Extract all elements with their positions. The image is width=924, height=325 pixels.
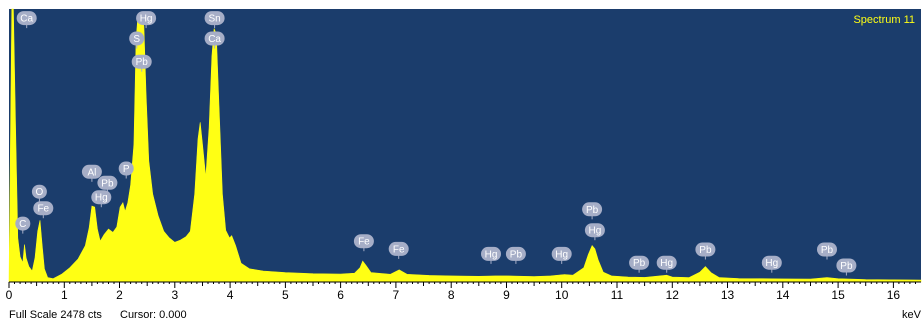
- spectrum-area: [8, 8, 922, 283]
- peak-label-pb: Pb: [817, 242, 837, 260]
- svg-text:Hg: Hg: [660, 258, 673, 269]
- svg-text:Pb: Pb: [510, 249, 523, 260]
- peak-label-p: P: [118, 161, 134, 179]
- x-tick-label: 16: [887, 288, 901, 302]
- svg-text:Ca: Ca: [20, 14, 33, 25]
- svg-text:P: P: [123, 164, 130, 175]
- peak-label-pb: Pb: [695, 242, 716, 260]
- chart-title: Spectrum 11: [853, 14, 915, 26]
- peak-label-pb: Pb: [629, 255, 650, 273]
- peak-label-c: C: [15, 216, 31, 234]
- x-tick-label: 2: [116, 288, 123, 302]
- svg-text:Pb: Pb: [136, 57, 149, 68]
- svg-text:Pb: Pb: [633, 258, 646, 269]
- peak-label-pb: Pb: [131, 54, 152, 72]
- peak-label-hg: Hg: [91, 190, 112, 208]
- x-tick-label: 4: [227, 288, 234, 302]
- peak-label-pb: Pb: [582, 202, 603, 220]
- x-tick-label: 3: [171, 288, 178, 302]
- svg-text:O: O: [36, 187, 44, 198]
- x-tick-label: 5: [282, 288, 289, 302]
- peak-label-ca: Ca: [16, 11, 37, 29]
- svg-text:Ca: Ca: [208, 34, 221, 45]
- svg-text:Pb: Pb: [821, 245, 834, 256]
- svg-text:Pb: Pb: [840, 261, 853, 272]
- x-tick-label: 15: [831, 288, 845, 302]
- svg-text:Pb: Pb: [699, 245, 712, 256]
- svg-text:Hg: Hg: [95, 193, 108, 204]
- x-tick-label: 7: [393, 288, 400, 302]
- svg-text:Hg: Hg: [485, 249, 498, 260]
- peak-label-ca: Ca: [204, 31, 225, 49]
- svg-text:Hg: Hg: [765, 258, 778, 269]
- peak-label-hg: Hg: [584, 223, 605, 241]
- x-tick-label: 14: [776, 288, 790, 302]
- full-scale-readout: Full Scale 2478 cts: [9, 309, 102, 321]
- peak-label-sn: Sn: [204, 11, 225, 29]
- svg-text:Al: Al: [87, 167, 96, 178]
- peak-label-fe: Fe: [353, 234, 374, 252]
- x-axis-unit-label: keV: [902, 309, 922, 321]
- x-tick-label: 11: [611, 288, 624, 302]
- x-tick-label: 12: [666, 288, 680, 302]
- svg-text:Hg: Hg: [555, 249, 568, 260]
- peak-label-hg: Hg: [551, 246, 572, 264]
- peak-label-al: Al: [81, 164, 102, 182]
- x-tick-label: 10: [555, 288, 569, 302]
- peak-label-fe: Fe: [388, 241, 409, 259]
- x-tick-label: 6: [337, 288, 344, 302]
- svg-text:Sn: Sn: [208, 14, 220, 25]
- x-tick-label: 1: [61, 288, 68, 302]
- peak-label-pb: Pb: [836, 258, 857, 276]
- svg-text:Pb: Pb: [586, 205, 599, 216]
- svg-text:Fe: Fe: [37, 204, 49, 215]
- peak-label-fe: Fe: [33, 201, 54, 219]
- svg-text:S: S: [133, 34, 140, 45]
- peak-label-pb: Pb: [505, 246, 526, 264]
- svg-text:Hg: Hg: [589, 226, 602, 237]
- svg-text:C: C: [19, 219, 26, 230]
- svg-text:Fe: Fe: [358, 237, 370, 248]
- x-tick-label: 8: [448, 288, 455, 302]
- peak-label-hg: Hg: [761, 255, 782, 273]
- svg-text:Fe: Fe: [393, 244, 405, 255]
- x-tick-label: 13: [721, 288, 735, 302]
- x-tick-label: 9: [503, 288, 510, 302]
- peak-label-hg: Hg: [656, 255, 677, 273]
- svg-text:Hg: Hg: [140, 14, 153, 25]
- peak-label-o: O: [31, 184, 47, 202]
- x-tick-label: 0: [6, 288, 13, 302]
- peak-label-hg: Hg: [136, 11, 157, 29]
- peak-label-s: S: [129, 31, 145, 49]
- peak-label-hg: Hg: [481, 246, 501, 264]
- cursor-readout: Cursor: 0.000: [120, 309, 187, 321]
- svg-text:Pb: Pb: [101, 178, 114, 189]
